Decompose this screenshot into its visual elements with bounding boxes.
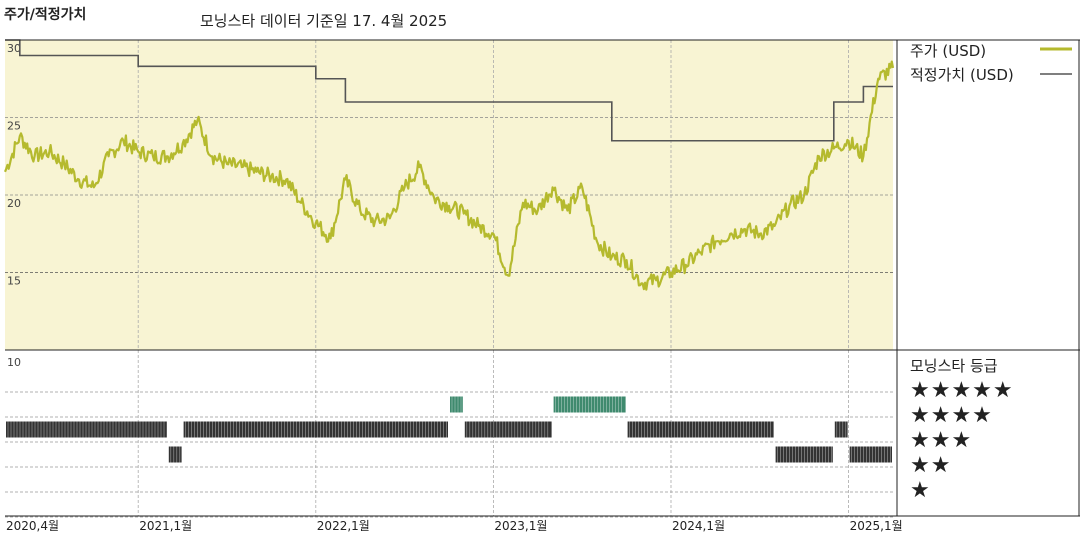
rating-bar-ticks [170, 446, 181, 463]
rating-bar-ticks [851, 446, 891, 463]
x-tick-label: 2021,1월 [139, 519, 192, 533]
chart-title: 주가/적정가치 [4, 7, 87, 23]
rating-bar-ticks [451, 396, 462, 413]
rating-bar-4-stars [6, 421, 167, 438]
rating-bar-5-stars [450, 396, 463, 413]
rating-2-stars: ★★ [910, 453, 952, 478]
x-tick-label: 2020,4월 [6, 519, 59, 533]
rating-bar-ticks [836, 421, 847, 438]
x-tick-label: 2024,1월 [672, 519, 725, 533]
legend-price-label: 주가 (USD) [910, 42, 987, 60]
rating-bar-ticks [555, 396, 622, 413]
rating-bar-3-stars [168, 446, 182, 463]
rating-bar-ticks [777, 446, 832, 463]
x-tick-label: 2025,1월 [850, 519, 903, 533]
x-tick-label: 2022,1월 [317, 519, 370, 533]
rating-bar-ticks [466, 421, 549, 438]
rating-bar-ticks [7, 421, 165, 438]
x-tick-label: 2023,1월 [494, 519, 547, 533]
rating-bar-3-stars [849, 446, 892, 463]
rating-bar-3-stars [775, 446, 833, 463]
rating-bar-ticks [185, 421, 447, 438]
y-tick-label: 30 [7, 42, 21, 55]
rating-4-stars: ★★★★ [910, 403, 993, 428]
rating-bar-4-stars [834, 421, 848, 438]
rating-bar-4-stars [183, 421, 448, 438]
y-tick-label: 20 [7, 197, 21, 210]
price-line [3, 60, 895, 291]
fair-value-line [5, 39, 893, 142]
rating-bar-5-stars [553, 396, 626, 413]
rating-1-star: ★ [910, 478, 931, 503]
y-tick-label: 25 [7, 120, 21, 133]
rating-axis-label: 10 [7, 356, 21, 369]
legend-fair-label: 적정가치 (USD) [910, 66, 1014, 84]
y-tick-label: 15 [7, 275, 21, 288]
rating-bar-ticks [629, 421, 771, 438]
rating-3-stars: ★★★ [910, 428, 973, 453]
chart-subtitle: 모닝스타 데이터 기준일 17. 4월 2025 [200, 12, 448, 30]
rating-bar-4-stars [627, 421, 774, 438]
rating-legend-title: 모닝스타 등급 [910, 357, 998, 375]
rating-5-stars: ★★★★★ [910, 378, 1014, 403]
